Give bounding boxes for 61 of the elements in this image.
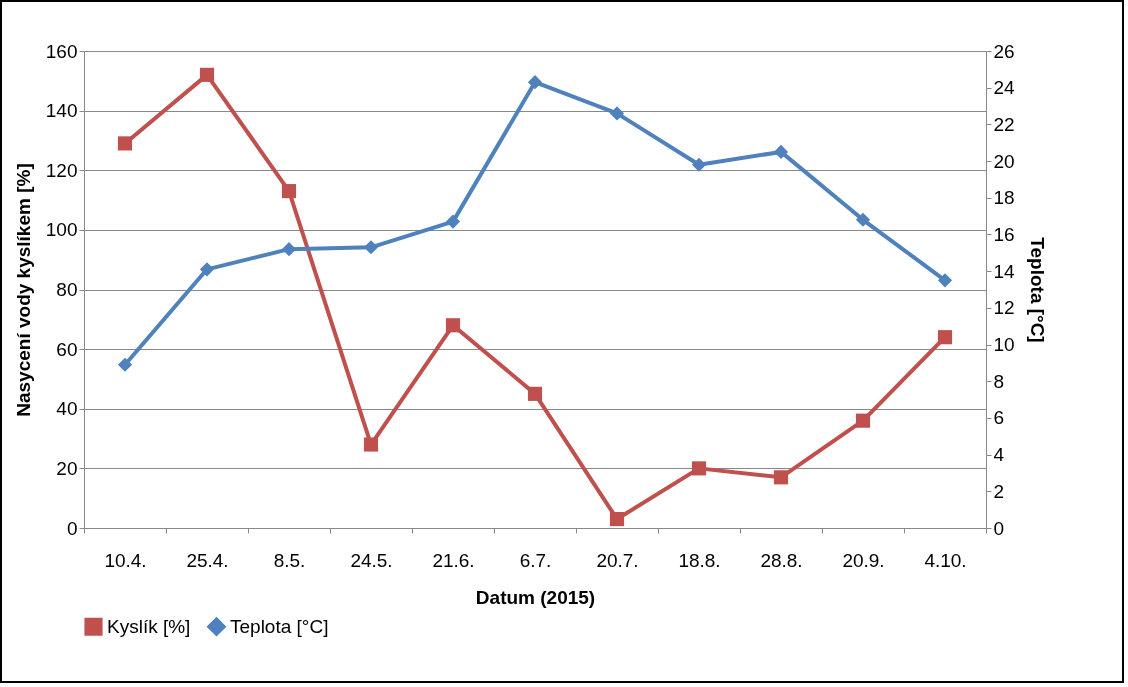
y2-tick-label: 4 [993, 444, 1005, 466]
point [117, 357, 133, 372]
y2-tick-label: 0 [993, 517, 1005, 539]
x-tick-label: 20.9. [842, 549, 885, 571]
x-axis-title: Datum (2015) [475, 586, 596, 608]
x-tick-label: 18.8. [678, 549, 721, 571]
legend-label: Teplota [°C] [230, 615, 329, 637]
x-tick-label: 8.5. [273, 549, 306, 571]
x-tick-label: 21.6. [432, 549, 475, 571]
x-tick-label: 25.4. [186, 549, 229, 571]
point [773, 144, 789, 159]
y2-tick-label: 8 [993, 370, 1005, 392]
point [609, 511, 625, 527]
point [773, 470, 789, 485]
point [445, 318, 461, 333]
y2-tick-label: 10 [993, 334, 1015, 356]
y2-tick-label: 14 [993, 260, 1016, 282]
y-axis-title: Nasycení vody kyslíkem [%] [12, 163, 34, 417]
y2-axis-title: Teplota [°C] [1026, 237, 1048, 343]
y2-tick-label: 26 [993, 40, 1015, 62]
y2-tick-label: 20 [993, 150, 1015, 172]
point [199, 262, 215, 277]
y2-tick-label: 12 [993, 297, 1015, 319]
x-tick-label: 6.7. [519, 549, 552, 571]
y-tick-label: 80 [56, 279, 78, 300]
point [855, 413, 871, 428]
x-tick-label: 20.7. [596, 549, 639, 571]
point [363, 437, 379, 452]
y-tick-label: 60 [56, 338, 78, 360]
point [117, 136, 133, 151]
y-tick-label: 0 [66, 517, 78, 539]
y-tick-label: 40 [56, 398, 78, 420]
point [691, 157, 707, 172]
y-tick-label: 140 [45, 100, 78, 122]
y2-tick-label: 22 [993, 113, 1015, 135]
point [199, 67, 215, 82]
point [937, 273, 953, 288]
x-tick-label: 4.10. [924, 549, 967, 571]
point [281, 242, 297, 257]
y2-tick-label: 18 [993, 187, 1015, 209]
y2-tick-label: 24 [993, 77, 1016, 99]
point [445, 214, 461, 229]
point [609, 106, 625, 121]
y-tick-label: 160 [45, 40, 78, 62]
y2-tick-label: 6 [993, 407, 1005, 429]
point [281, 184, 297, 199]
y2-tick-label: 2 [993, 480, 1005, 502]
point [691, 461, 707, 476]
x-tick-label: 28.8. [760, 549, 803, 571]
legend-label: Kyslík [%] [107, 615, 191, 637]
x-tick-label: 10.4. [104, 549, 147, 571]
y-tick-label: 20 [56, 457, 78, 479]
point [855, 212, 871, 227]
y-tick-label: 100 [45, 219, 78, 241]
point [363, 240, 379, 255]
x-tick-label: 24.5. [350, 549, 393, 571]
point [937, 330, 953, 345]
point [527, 386, 543, 401]
point [527, 75, 543, 90]
y2-tick-label: 16 [993, 223, 1015, 245]
y-tick-label: 120 [45, 159, 78, 181]
